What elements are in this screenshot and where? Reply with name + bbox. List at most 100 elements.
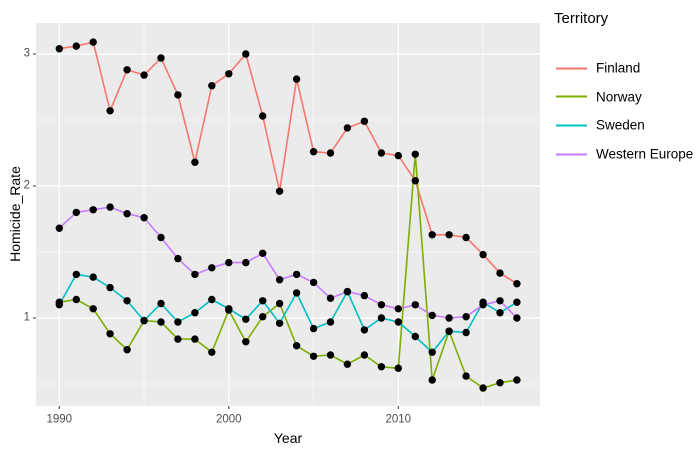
data-point xyxy=(275,276,284,284)
data-point xyxy=(89,38,97,46)
plot-panel xyxy=(36,23,540,406)
data-point xyxy=(242,315,250,323)
y-tick-label: 1 xyxy=(23,311,30,324)
data-point xyxy=(292,75,301,83)
data-point xyxy=(259,313,267,321)
data-point xyxy=(479,250,487,259)
y-tick-label: 3 xyxy=(23,47,30,60)
data-point xyxy=(275,319,284,327)
data-point xyxy=(157,299,165,308)
series-line-finland xyxy=(59,41,518,285)
data-point xyxy=(275,187,284,195)
data-point xyxy=(513,314,521,322)
data-point xyxy=(513,298,521,306)
data-point xyxy=(411,332,419,341)
data-point xyxy=(72,42,81,50)
data-point xyxy=(123,66,131,74)
data-point xyxy=(208,264,216,272)
x-axis-title: Year xyxy=(273,430,303,446)
data-point xyxy=(208,82,216,90)
data-point xyxy=(360,291,369,300)
data-point xyxy=(377,363,386,371)
data-point xyxy=(208,295,216,304)
gridlines-major xyxy=(36,23,540,406)
data-point xyxy=(309,352,318,360)
data-point xyxy=(292,289,301,297)
data-point xyxy=(174,254,182,263)
data-point xyxy=(309,148,318,156)
data-point xyxy=(242,50,250,58)
data-point xyxy=(72,270,81,279)
data-point xyxy=(411,177,419,185)
data-point xyxy=(377,314,386,322)
data-point xyxy=(428,311,436,320)
data-point xyxy=(157,233,165,242)
series-points-finland xyxy=(55,38,521,288)
series-line-sweden xyxy=(58,273,518,354)
series-points-western-europe xyxy=(55,203,521,322)
data-point xyxy=(89,206,97,214)
data-point xyxy=(445,327,453,335)
x-tick-label: 1990 xyxy=(46,413,73,426)
data-point xyxy=(326,318,335,326)
data-point xyxy=(275,299,284,308)
data-point xyxy=(225,70,233,78)
data-point xyxy=(140,316,148,325)
data-point xyxy=(309,324,318,333)
data-point xyxy=(394,305,402,313)
data-point xyxy=(445,231,453,239)
data-point xyxy=(225,258,233,267)
data-point xyxy=(157,318,165,326)
data-point xyxy=(225,305,233,313)
data-point xyxy=(259,249,267,257)
data-point xyxy=(106,283,114,292)
x-tick-label: 2010 xyxy=(385,413,412,426)
data-point xyxy=(377,301,386,309)
data-point xyxy=(377,149,386,157)
data-point xyxy=(89,273,97,281)
data-point xyxy=(55,301,63,309)
y-tick-label: 2 xyxy=(23,179,30,192)
data-point xyxy=(496,297,504,305)
data-point xyxy=(89,305,97,313)
data-point xyxy=(411,150,419,158)
data-point xyxy=(462,233,470,242)
data-point xyxy=(496,309,504,317)
data-point xyxy=(462,328,470,337)
series-points-sweden xyxy=(55,270,521,356)
data-point xyxy=(55,45,63,53)
data-point xyxy=(106,107,114,115)
data-point xyxy=(174,318,182,326)
data-point xyxy=(394,364,402,372)
data-point xyxy=(428,376,436,384)
data-point xyxy=(326,149,335,157)
data-point xyxy=(157,54,165,62)
x-tick-label: 2000 xyxy=(216,413,242,426)
data-point xyxy=(479,301,487,309)
series-line-western-europe xyxy=(58,206,518,319)
axis-tick-marks xyxy=(33,53,399,409)
data-point xyxy=(72,208,81,217)
data-point xyxy=(140,214,148,222)
data-point xyxy=(191,309,199,317)
data-point xyxy=(123,210,131,218)
data-point xyxy=(292,342,301,350)
data-point xyxy=(343,360,352,368)
data-point xyxy=(191,335,199,343)
data-point xyxy=(343,124,352,132)
data-point xyxy=(174,335,182,343)
series-line-norway xyxy=(59,154,518,389)
data-point xyxy=(496,269,504,277)
data-point xyxy=(292,270,301,279)
data-point xyxy=(394,151,402,160)
data-point xyxy=(428,231,436,239)
data-point xyxy=(411,301,419,309)
data-point xyxy=(259,112,267,120)
data-point xyxy=(208,348,216,356)
data-point xyxy=(106,203,114,211)
data-point xyxy=(360,117,369,126)
data-point xyxy=(309,278,318,287)
data-point xyxy=(123,297,131,305)
